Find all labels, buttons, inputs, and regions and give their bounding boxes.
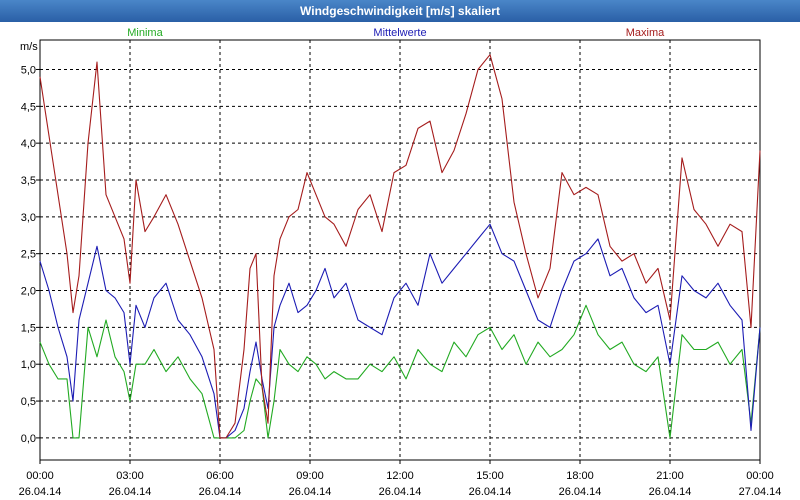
y-tick-label: 2,5: [21, 249, 36, 261]
legend: Minima Mittelwerte Maxima: [127, 27, 665, 39]
x-tick-date-label: 26.04.14: [559, 486, 602, 498]
x-tick-time-label: 03:00: [116, 470, 144, 482]
series-line-minima: [39, 304, 761, 439]
x-axis: 00:00 26.04.14 03:00 26.04.14 06:00 26.04.14 0…: [19, 460, 782, 498]
series-line-mittelwerte: [39, 223, 761, 439]
x-tick-date-label: 26.04.14: [109, 486, 152, 498]
x-tick-time-label: 06:00: [206, 470, 234, 482]
legend-entry-minima: Minima: [127, 27, 163, 39]
x-tick-date-label: 26.04.14: [649, 486, 692, 498]
grid: [40, 40, 760, 460]
x-tick-time-label: 15:00: [476, 470, 504, 482]
x-tick-time-label: 00:00: [746, 470, 774, 482]
x-tick-date-label: 26.04.14: [199, 486, 242, 498]
x-tick-time-label: 18:00: [566, 470, 594, 482]
series-layer: [39, 54, 761, 439]
legend-entry-maxima: Maxima: [626, 27, 665, 39]
x-tick-date-label: 26.04.14: [469, 486, 512, 498]
y-tick-label: 3,0: [21, 212, 36, 224]
y-axis: 0,0 0,5 1,0 1,5 2,0 2,5 3,0 3,5 4,0 4,5 5,0: [21, 64, 40, 445]
chart-title: Windgeschwindigkeit [m/s] skaliert: [0, 0, 800, 22]
y-tick-label: 0,5: [21, 396, 36, 408]
y-tick-label: 1,0: [21, 359, 36, 371]
x-tick-date-label: 26.04.14: [379, 486, 422, 498]
x-tick-time-label: 12:00: [386, 470, 414, 482]
series-line-maxima: [39, 54, 761, 439]
x-tick-time-label: 21:00: [656, 470, 684, 482]
legend-entry-mittelwerte: Mittelwerte: [373, 27, 426, 39]
x-tick-date-label: 26.04.14: [289, 486, 332, 498]
y-tick-label: 1,5: [21, 322, 36, 334]
y-tick-label: 5,0: [21, 64, 36, 76]
wind-speed-chart: 0,0 0,5 1,0 1,5 2,0 2,5 3,0 3,5 4,0 4,5 5,0 00:00 2…: [19, 27, 782, 498]
y-tick-label: 0,0: [21, 433, 36, 445]
x-tick-time-label: 09:00: [296, 470, 324, 482]
y-axis-label: m/s: [20, 41, 38, 53]
y-tick-label: 4,0: [21, 138, 36, 150]
x-tick-time-label: 00:00: [26, 470, 54, 482]
y-tick-label: 2,0: [21, 286, 36, 298]
y-tick-label: 4,5: [21, 101, 36, 113]
y-tick-label: 3,5: [21, 175, 36, 187]
x-tick-date-label: 26.04.14: [19, 486, 62, 498]
x-tick-date-label: 27.04.14: [739, 486, 782, 498]
